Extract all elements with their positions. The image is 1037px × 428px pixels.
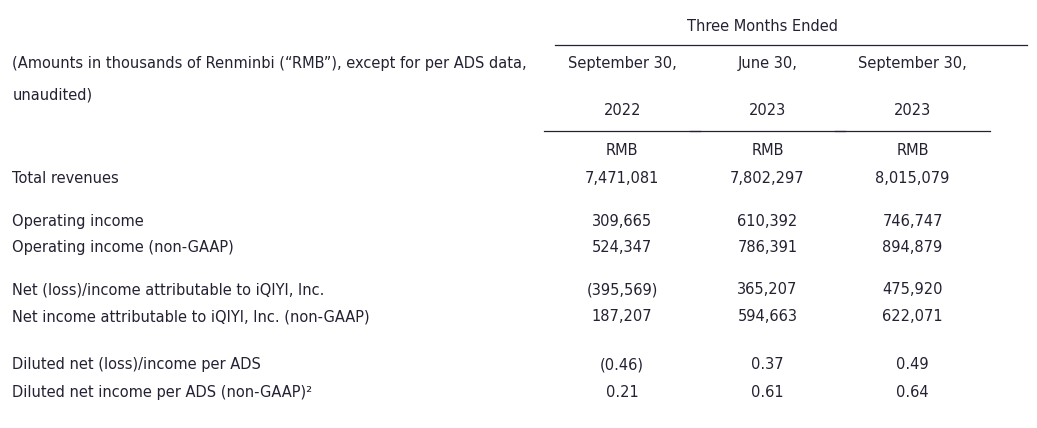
- Text: (0.46): (0.46): [600, 357, 644, 372]
- Text: Diluted net income per ADS (non-GAAP)²: Diluted net income per ADS (non-GAAP)²: [12, 385, 312, 400]
- Text: 7,471,081: 7,471,081: [585, 171, 660, 186]
- Text: Net (loss)/income attributable to iQIYI, Inc.: Net (loss)/income attributable to iQIYI,…: [12, 282, 325, 297]
- Text: 309,665: 309,665: [592, 214, 652, 229]
- Text: Total revenues: Total revenues: [12, 171, 119, 186]
- Text: Operating income (non-GAAP): Operating income (non-GAAP): [12, 240, 234, 255]
- Text: 7,802,297: 7,802,297: [730, 171, 805, 186]
- Text: 524,347: 524,347: [592, 240, 652, 255]
- Text: (395,569): (395,569): [587, 282, 657, 297]
- Text: RMB: RMB: [606, 143, 639, 158]
- Text: 0.37: 0.37: [751, 357, 784, 372]
- Text: RMB: RMB: [896, 143, 929, 158]
- Text: 2023: 2023: [749, 103, 786, 118]
- Text: 0.61: 0.61: [751, 385, 784, 400]
- Text: 8,015,079: 8,015,079: [875, 171, 950, 186]
- Text: 2023: 2023: [894, 103, 931, 118]
- Text: 2022: 2022: [604, 103, 641, 118]
- Text: 622,071: 622,071: [882, 309, 943, 324]
- Text: Operating income: Operating income: [12, 214, 144, 229]
- Text: (Amounts in thousands of Renminbi (“RMB”), except for per ADS data,: (Amounts in thousands of Renminbi (“RMB”…: [12, 56, 527, 71]
- Text: Net income attributable to iQIYI, Inc. (non-GAAP): Net income attributable to iQIYI, Inc. (…: [12, 309, 370, 324]
- Text: unaudited): unaudited): [12, 88, 92, 103]
- Text: 0.21: 0.21: [606, 385, 639, 400]
- Text: Diluted net (loss)/income per ADS: Diluted net (loss)/income per ADS: [12, 357, 261, 372]
- Text: Three Months Ended: Three Months Ended: [686, 19, 838, 34]
- Text: September 30,: September 30,: [859, 56, 966, 71]
- Text: 894,879: 894,879: [882, 240, 943, 255]
- Text: 746,747: 746,747: [882, 214, 943, 229]
- Text: 0.64: 0.64: [896, 385, 929, 400]
- Text: 786,391: 786,391: [737, 240, 797, 255]
- Text: 594,663: 594,663: [737, 309, 797, 324]
- Text: 365,207: 365,207: [737, 282, 797, 297]
- Text: 475,920: 475,920: [882, 282, 943, 297]
- Text: 187,207: 187,207: [592, 309, 652, 324]
- Text: 610,392: 610,392: [737, 214, 797, 229]
- Text: 0.49: 0.49: [896, 357, 929, 372]
- Text: June 30,: June 30,: [737, 56, 797, 71]
- Text: September 30,: September 30,: [568, 56, 676, 71]
- Text: RMB: RMB: [751, 143, 784, 158]
